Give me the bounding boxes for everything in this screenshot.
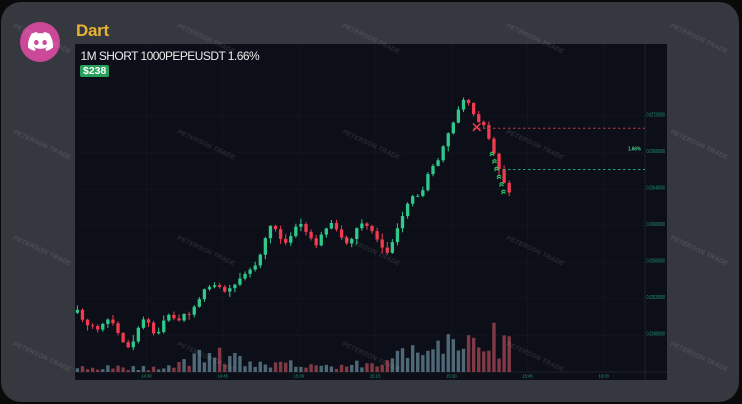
svg-text:14:45: 14:45	[217, 374, 228, 380]
svg-text:15:00: 15:00	[294, 374, 305, 380]
svg-text:0.02720000: 0.02720000	[647, 113, 666, 119]
svg-text:14:30: 14:30	[141, 374, 152, 380]
svg-text:15:45: 15:45	[522, 374, 533, 380]
svg-text:0.02640000: 0.02640000	[647, 186, 666, 192]
svg-text:0.02480000: 0.02480000	[647, 332, 666, 338]
svg-text:0.02520000: 0.02520000	[647, 295, 666, 301]
svg-text:1.66%: 1.66%	[628, 147, 641, 153]
svg-text:15:30: 15:30	[446, 374, 457, 380]
svg-text:0.02680000: 0.02680000	[647, 149, 666, 155]
svg-text:0.02600000: 0.02600000	[647, 222, 666, 228]
svg-text:0.02560000: 0.02560000	[647, 259, 666, 265]
svg-text:16:00: 16:00	[598, 374, 609, 380]
svg-text:15:15: 15:15	[370, 374, 381, 380]
